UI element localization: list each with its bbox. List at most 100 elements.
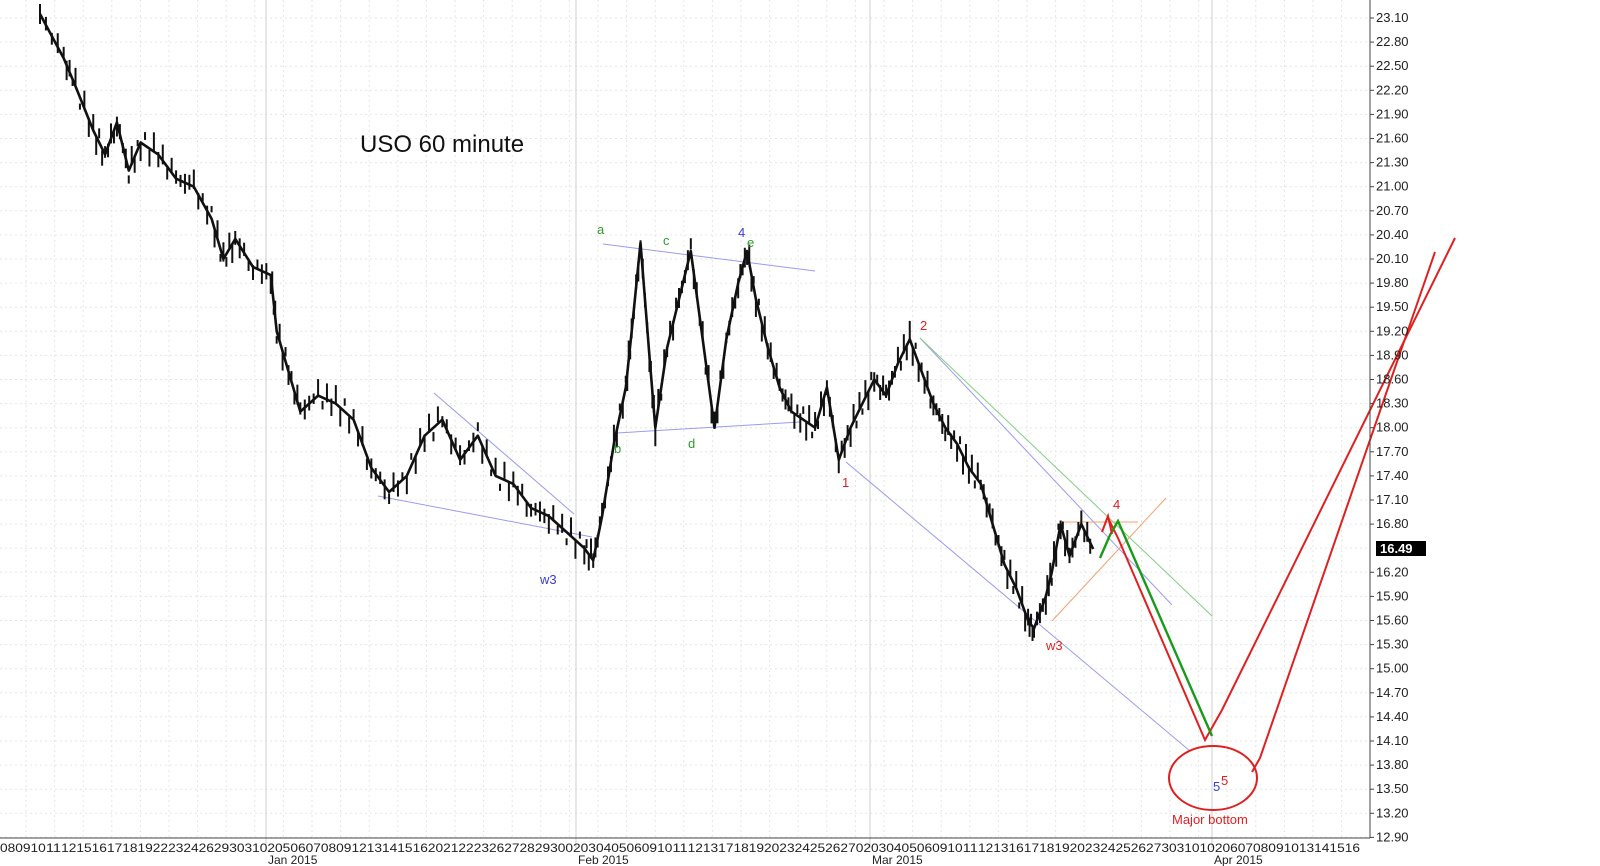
y-tick-label: 17.10 [1376,492,1409,507]
trendline [377,495,593,538]
x-tick-label: 26 [1131,841,1147,855]
trendline [433,392,575,515]
y-tick-label: 17.70 [1376,444,1409,459]
y-tick-label: 19.50 [1376,299,1409,314]
wave-label: 5 [1213,779,1220,794]
y-tick-label: 19.80 [1376,275,1409,290]
x-tick-label: 25 [1116,841,1132,855]
x-axis: 08 09 10 11 12 15 16 17 18 19 22 23 24 26 29 30 31 02 05 06… [0,837,1370,866]
x-tick-label: 12 [61,841,77,855]
y-tick-label: 20.70 [1376,203,1409,218]
x-tick-label: 16 [92,841,108,855]
x-tick-label: 09 [642,841,658,855]
x-tick-label: 16 [1009,841,1025,855]
chart-title: USO 60 minute [360,131,524,158]
x-tick-label: 17 [718,841,734,855]
x-tick-label: 01 [1192,841,1208,855]
x-tick-label: 05 [902,841,918,855]
wave-label: 1 [842,475,849,490]
x-tick-label: 20 [1070,841,1086,855]
y-tick-label: 19.20 [1376,323,1409,338]
trendline [919,337,1213,617]
x-tick-label: 18 [733,841,749,855]
x-tick-label: 25 [810,841,826,855]
x-tick-label: 24 [183,841,199,855]
wave-label: 5 [1221,773,1228,788]
y-tick-label: 13.50 [1376,781,1409,796]
x-tick-label: 26 [825,841,841,855]
month-label: Jan 2015 [268,853,318,866]
x-tick-label: 15 [76,841,92,855]
x-tick-label: 31 [1177,841,1193,855]
y-tick-label: 21.30 [1376,155,1409,170]
forecast-red-small [1101,512,1113,535]
x-tick-label: 17 [107,841,123,855]
x-tick-label: 24 [795,841,811,855]
chart-grid [0,0,1370,848]
wave-label: c [663,233,670,248]
x-tick-label: 23 [168,841,184,855]
x-tick-label: 06 [290,841,306,855]
x-tick-label: 06 [917,841,933,855]
y-tick-label: 18.00 [1376,420,1409,435]
y-tick-label: 14.10 [1376,733,1409,748]
x-tick-label: 14 [382,841,398,855]
y-tick-label: 17.40 [1376,468,1409,483]
trendline [616,421,801,434]
x-tick-label: 11 [46,841,62,855]
trendlines [377,243,1213,752]
x-tick-label: 30 [550,841,566,855]
x-tick-label: 02 [260,841,276,855]
y-tick-label: 14.40 [1376,709,1409,724]
y-tick-label: 16.20 [1376,564,1409,579]
month-label: Apr 2015 [1214,853,1263,866]
x-tick-label: 24 [1100,841,1116,855]
x-tick-label: 04 [596,841,612,855]
trendline [919,337,1173,606]
x-tick-label: 27 [840,841,856,855]
y-tick-label: 13.80 [1376,757,1409,772]
wave-label: e [747,235,754,250]
y-tick-label: 20.10 [1376,251,1409,266]
x-tick-label: 12 [351,841,367,855]
wave-label: d [688,436,695,451]
x-tick-label: 09 [336,841,352,855]
x-tick-label: 19 [138,841,154,855]
last-price-tag-bg [1376,541,1426,556]
x-tick-label: 23 [779,841,795,855]
y-tick-label: 23.10 [1376,10,1409,25]
y-tick-label: 18.90 [1376,347,1409,362]
x-tick-label: 10 [657,841,673,855]
x-tick-label: 20 [764,841,780,855]
x-tick-label: 21 [443,841,459,855]
x-tick-label: 18 [122,841,138,855]
x-tick-label: 22 [458,841,474,855]
x-tick-label: 02 [856,841,872,855]
x-tick-label: 13 [993,841,1009,855]
y-tick-label: 22.20 [1376,82,1409,97]
x-tick-label: 11 [672,841,688,855]
x-tick-label: 29 [535,841,551,855]
y-tick-label: 21.00 [1376,179,1409,194]
x-tick-label: 07 [306,841,322,855]
x-tick-label: 09 [932,841,948,855]
x-tick-label: 03 [581,841,597,855]
x-tick-label: 22 [153,841,169,855]
x-tick-label: 13 [367,841,383,855]
x-tick-label: 28 [520,841,536,855]
y-tick-label: 15.90 [1376,588,1409,603]
price-series [38,3,1095,641]
forecast-green-path [1098,518,1214,737]
x-tick-label: 15 [397,841,413,855]
x-tick-label: 17 [1024,841,1040,855]
x-tick-label: 15 [1329,841,1345,855]
y-tick-label: 14.70 [1376,685,1409,700]
x-tick-label: 02 [565,841,581,855]
x-tick-label: 13 [703,841,719,855]
y-tick-label: 22.50 [1376,58,1409,73]
wave-label: w3 [539,572,557,587]
wave-label: 2 [920,318,927,333]
y-tick-label: 16.80 [1376,516,1409,531]
